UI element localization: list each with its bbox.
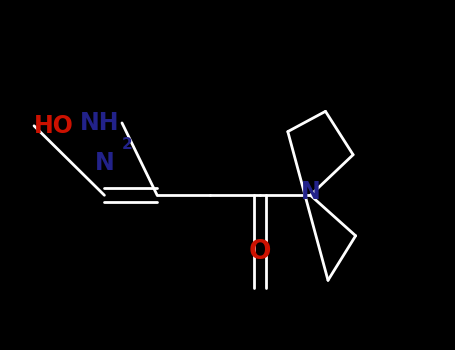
Text: O: O <box>249 239 272 265</box>
Text: N: N <box>301 180 320 204</box>
Text: 2: 2 <box>122 138 133 152</box>
Text: NH: NH <box>80 111 120 135</box>
Text: N: N <box>95 152 114 175</box>
Text: HO: HO <box>34 114 74 138</box>
